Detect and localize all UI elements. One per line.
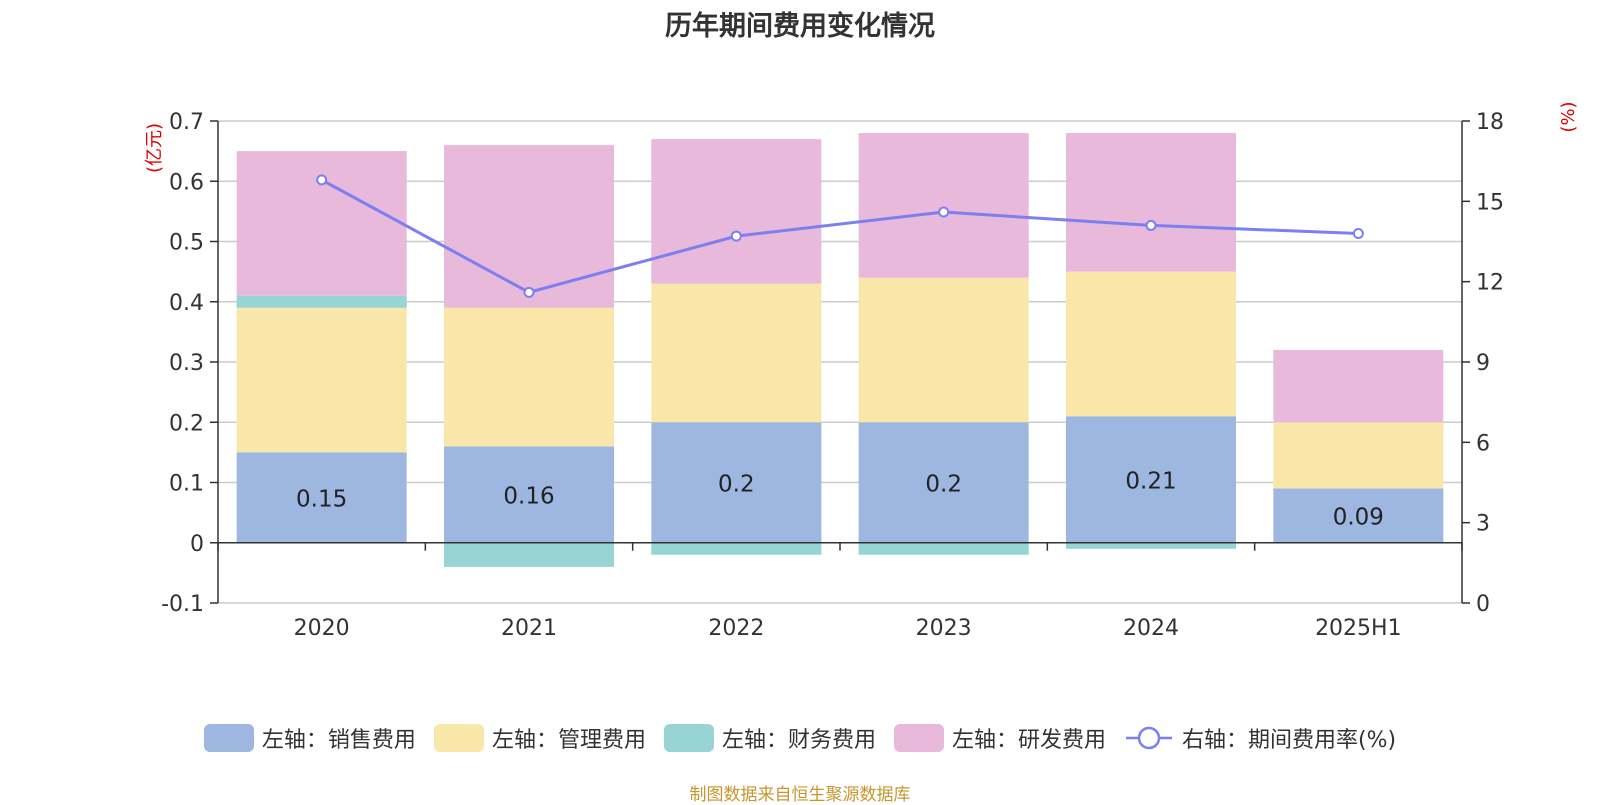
left-axis-unit: (亿元): [144, 123, 165, 173]
bar-segment-s1-2024: [1066, 271, 1236, 417]
left-tick-label: 0.7: [169, 110, 204, 135]
right-tick-label: 0: [1476, 592, 1490, 617]
bar-segment-s2-2020: [236, 295, 407, 308]
rate-point-2021: [523, 286, 535, 298]
data-label: 0.21: [1125, 468, 1176, 494]
bar-segment-s0-2024: [1066, 416, 1236, 543]
category-label: 2022: [708, 616, 764, 641]
rate-point-2024: [1145, 219, 1157, 231]
bar-segment-s3-2020: [236, 151, 407, 296]
left-tick-label: 0.3: [169, 351, 204, 376]
bar-layer: [236, 133, 1444, 567]
data-label: 0.2: [718, 472, 755, 498]
bar-segment-s3-2025H1: [1273, 349, 1444, 423]
bar-segment-s1-2020: [236, 307, 407, 453]
rate-point-2022: [730, 230, 742, 242]
legend-label: 右轴：期间费用率(%): [1181, 728, 1397, 753]
right-tick-label: 6: [1476, 431, 1490, 456]
chart-title: 历年期间费用变化情况: [665, 11, 935, 42]
category-label: 2025H1: [1315, 616, 1402, 641]
left-tick-label: 0: [190, 532, 204, 557]
right-tick-label: 18: [1476, 110, 1504, 135]
bar-segment-s1-2021: [444, 307, 614, 447]
legend-item[interactable]: 左轴：管理费用: [433, 722, 646, 754]
data-label: 0.2: [925, 472, 962, 498]
left-tick-label: 0.2: [169, 411, 204, 436]
legend-swatch: [663, 724, 714, 752]
data-label: 0.09: [1333, 505, 1384, 531]
bar-segment-s3-2023: [858, 133, 1029, 278]
label-layer: 0.15 0.16 0.2 0.2 0.21 0.09: [296, 468, 1384, 530]
legend: 左轴：销售费用 左轴：管理费用 左轴：财务费用 左轴：研发费用 右轴：期间费用率(%): [0, 722, 1600, 754]
bar-segment-s0-2022: [651, 422, 822, 543]
bar-segment-s2-2023: [858, 542, 1029, 555]
right-tick-label: 12: [1476, 271, 1504, 296]
data-label: 0.15: [296, 487, 347, 513]
legend-label: 左轴：研发费用: [951, 728, 1106, 753]
bar-segment-s3-2021: [444, 145, 614, 308]
bar-segment-s2-2021: [444, 542, 614, 567]
bar-segment-s0-2021: [444, 446, 614, 543]
bar-segment-s0-2023: [858, 422, 1029, 543]
right-axis-unit: (%): [1558, 101, 1579, 132]
category-label: 2021: [501, 616, 557, 641]
bar-segment-s1-2023: [858, 277, 1029, 423]
category-label: 2020: [294, 616, 350, 641]
legend-line-marker: [1125, 726, 1172, 750]
rate-point-2020: [316, 174, 328, 186]
bar-segment-s3-2022: [651, 139, 822, 284]
legend-swatch: [893, 724, 944, 752]
right-tick-label: 3: [1476, 512, 1490, 537]
grid-layer: [218, 120, 1462, 604]
rate-point-2025H1: [1352, 227, 1364, 239]
legend-swatch: [433, 724, 484, 752]
line-layer: [316, 174, 1364, 298]
right-tick-label: 9: [1476, 351, 1490, 376]
legend-label: 左轴：财务费用: [721, 728, 876, 753]
legend-swatch: [203, 724, 254, 752]
category-label: 2023: [916, 616, 972, 641]
bar-segment-s2-2024: [1066, 542, 1236, 549]
left-tick-label: 0.4: [169, 291, 204, 316]
left-tick-label: 0.6: [169, 170, 204, 195]
rate-point-2023: [938, 206, 950, 218]
bar-segment-s1-2025H1: [1273, 422, 1444, 489]
bar-segment-s1-2022: [651, 283, 822, 423]
left-tick-label: 0.1: [169, 472, 204, 497]
rate-line: [320, 178, 1359, 294]
legend-item[interactable]: 左轴：研发费用: [893, 722, 1106, 754]
right-tick-label: 15: [1476, 190, 1504, 215]
legend-item[interactable]: 右轴：期间费用率(%): [1124, 722, 1396, 754]
data-label: 0.16: [503, 484, 554, 510]
bar-segment-s2-2022: [651, 542, 822, 555]
legend-item[interactable]: 左轴：销售费用: [203, 722, 416, 754]
legend-item[interactable]: 左轴：财务费用: [663, 722, 876, 754]
legend-label: 左轴：管理费用: [491, 728, 646, 753]
legend-label: 左轴：销售费用: [261, 728, 416, 753]
source-note: 制图数据来自恒生聚源数据库: [689, 785, 911, 805]
bar-segment-s0-2020: [236, 452, 407, 543]
axis-layer: -0.1 0 0.1 0.2 0.3 0.4 0.5 0.6 0.7 0 3 6 9 12 15 18 (亿元)…: [144, 101, 1579, 641]
left-tick-label: 0.5: [169, 231, 204, 256]
bar-segment-s3-2024: [1066, 133, 1236, 272]
left-tick-label: -0.1: [161, 592, 204, 617]
bar-segment-s0-2025H1: [1273, 488, 1444, 543]
category-label: 2024: [1123, 616, 1179, 641]
